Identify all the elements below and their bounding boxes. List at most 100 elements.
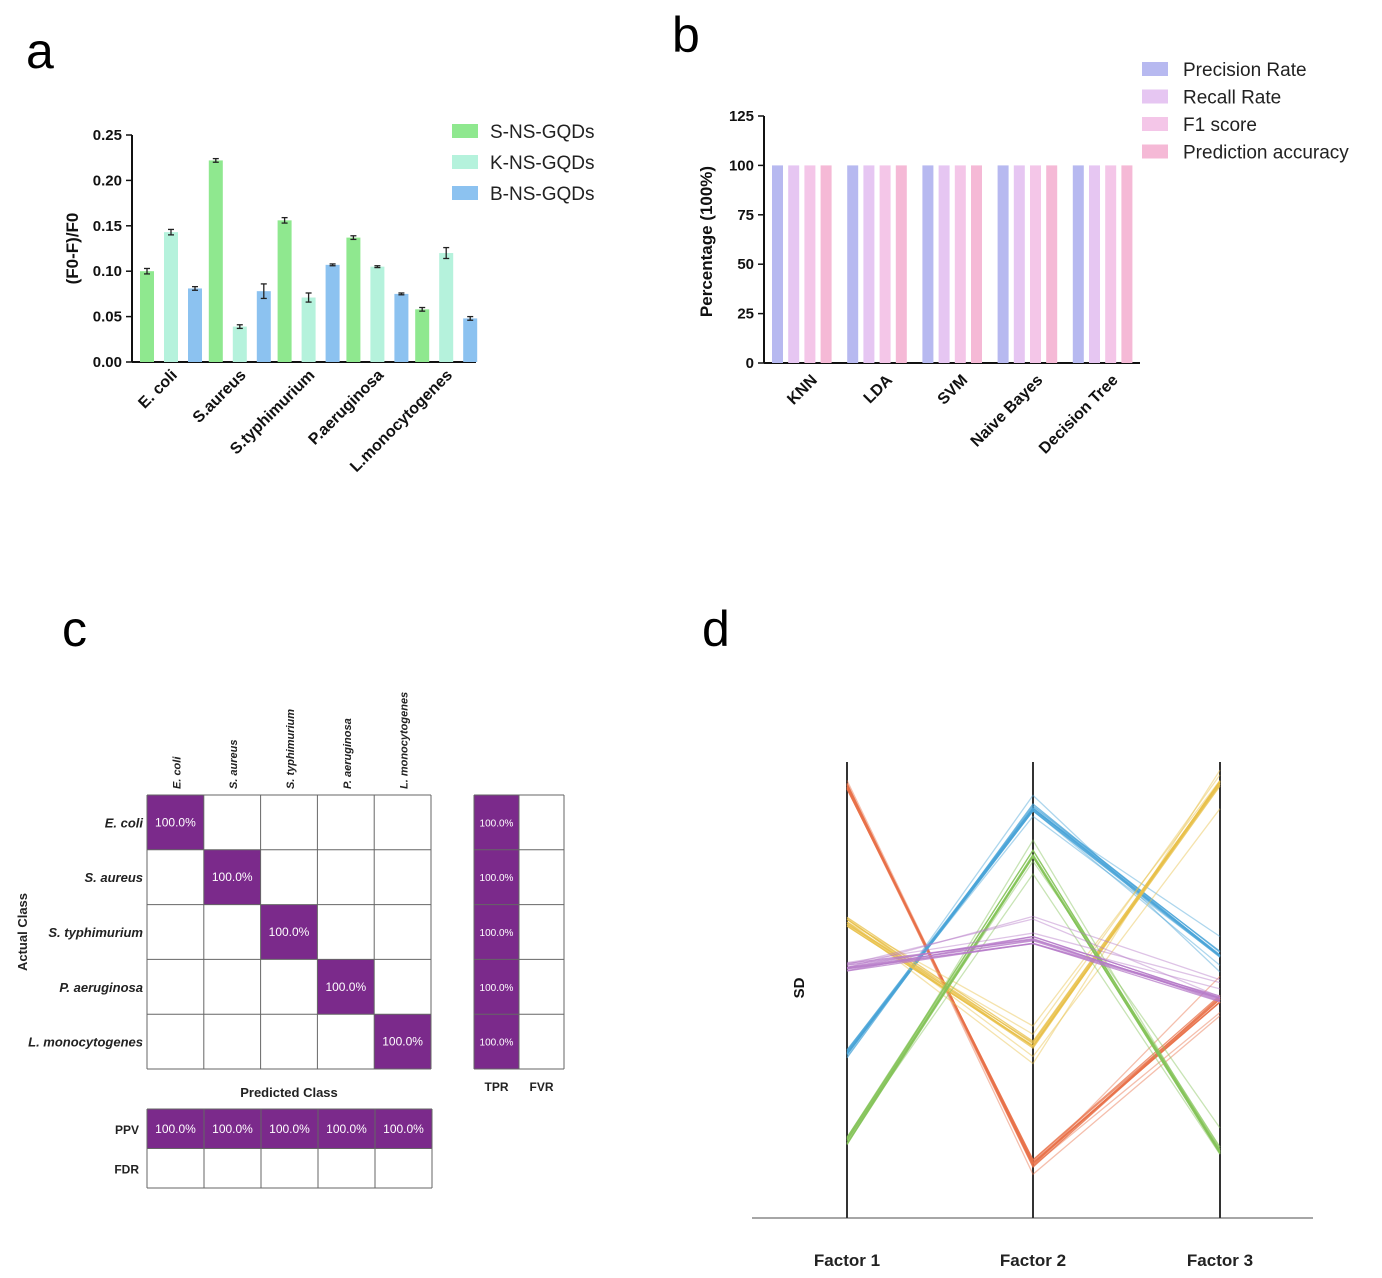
b-legend-label: F1 score — [1183, 115, 1257, 136]
b-legend-label: Prediction accuracy — [1183, 143, 1349, 164]
b-bar-Precision Rate — [997, 165, 1009, 363]
c-diagonal-value: 100.0% — [382, 1035, 423, 1049]
a-bar-S-NS-GQDs — [415, 309, 430, 362]
a-bar-S-NS-GQDs — [346, 237, 361, 362]
b-bar-Recall Rate — [1089, 165, 1100, 363]
panel-a-letter: a — [26, 23, 54, 79]
b-bar-F1 score — [879, 165, 891, 363]
d-line-S. aureus — [846, 805, 1221, 1055]
d-line-S. typhimurium — [846, 808, 1221, 1058]
a-y-tick-label: 0.15 — [93, 218, 122, 235]
c-column-label: S. aureus — [228, 739, 240, 789]
c-diagonal-cell — [147, 795, 204, 850]
c-row-label: L. monocytogenes — [28, 1035, 143, 1050]
a-bar-K-NS-GQDs — [439, 253, 454, 362]
b-bar-Recall Rate — [938, 165, 950, 363]
c-ppv-cell — [147, 1109, 204, 1149]
a-legend-label: S-NS-GQDs — [490, 122, 595, 143]
a-y-tick-label: 0.00 — [93, 354, 122, 371]
c-rate-row-label: FDR — [114, 1162, 139, 1176]
c-row-label: P. aeruginosa — [59, 980, 143, 995]
b-y-tick-label: 100 — [729, 157, 754, 174]
b-bar-Prediction accuracy — [1121, 165, 1133, 363]
b-bar-Precision Rate — [847, 165, 859, 363]
d-line-S. aureus — [846, 815, 1221, 1051]
a-bar-B-NS-GQDs — [256, 291, 271, 362]
b-legend-swatch — [1142, 89, 1168, 104]
c-column-label: L. monocytogenes — [399, 692, 411, 789]
c-y-axis-title: Actual Class — [15, 893, 30, 971]
a-bar-K-NS-GQDs — [164, 232, 178, 362]
d-line-P. aeruginosa — [846, 839, 1221, 1153]
d-line-E. coli — [846, 780, 1221, 1168]
b-bar-Prediction accuracy — [820, 165, 832, 363]
c-ppv-cell — [261, 1109, 318, 1149]
d-factor-label: Factor 1 — [814, 1251, 880, 1270]
a-bar-B-NS-GQDs — [394, 293, 409, 362]
c-tpr-cell — [474, 1014, 519, 1069]
c-x-axis-title: Predicted Class — [240, 1085, 338, 1100]
a-bar-B-NS-GQDs — [188, 288, 202, 362]
d-line-S. typhimurium — [846, 769, 1221, 1065]
a-bar-K-NS-GQDs — [301, 297, 316, 362]
c-tpr-cell — [474, 849, 519, 905]
a-y-tick-label: 0.10 — [93, 263, 122, 280]
b-bar-Prediction accuracy — [971, 165, 982, 363]
d-factor-label: Factor 2 — [1000, 1251, 1066, 1270]
b-bar-Recall Rate — [863, 165, 875, 363]
c-diagonal-cell — [260, 904, 318, 960]
c-column-label: S. typhimurium — [285, 709, 297, 789]
b-category-label: Decision Tree — [1036, 372, 1122, 458]
a-bar-S-NS-GQDs — [140, 271, 154, 362]
c-column-label: E. coli — [171, 756, 183, 789]
b-category-label: KNN — [784, 372, 821, 409]
d-line-L. monocytogenes — [846, 935, 1221, 999]
d-y-axis-title: SD — [791, 977, 808, 998]
b-y-tick-label: 50 — [737, 256, 754, 273]
a-bar-K-NS-GQDs — [232, 326, 247, 362]
a-category-label: E. coli — [135, 367, 180, 412]
a-y-axis-title: (F0-F)/F0 — [63, 213, 82, 285]
a-legend-swatch — [452, 155, 478, 169]
a-bar-B-NS-GQDs — [325, 264, 340, 362]
b-category-label: LDA — [861, 371, 897, 407]
d-line-S. typhimurium — [846, 783, 1221, 1047]
chart-b-bar: 0 25 50 75 100 125 Percentage (100%) KNN LDA SVMN… — [697, 60, 1349, 457]
d-line-S. aureus — [846, 809, 1221, 1055]
d-line-S. typhimurium — [846, 780, 1221, 1049]
a-legend-label: B-NS-GQDs — [490, 184, 595, 205]
d-line-L. monocytogenes — [846, 915, 1221, 981]
d-factor-label: Factor 3 — [1187, 1251, 1253, 1270]
d-line-L. monocytogenes — [846, 932, 1221, 984]
c-rate-row-label: PPV — [115, 1123, 139, 1137]
d-line-L. monocytogenes — [846, 918, 1221, 998]
d-line-L. monocytogenes — [846, 938, 1221, 1001]
d-line-S. aureus — [846, 794, 1221, 1057]
d-line-P. aeruginosa — [846, 853, 1221, 1155]
panel-d-letter: d — [702, 601, 730, 657]
d-line-P. aeruginosa — [846, 860, 1221, 1139]
c-tpr-cell — [474, 959, 519, 1015]
d-line-P. aeruginosa — [846, 872, 1221, 1155]
c-diagonal-value: 100.0% — [212, 870, 253, 884]
a-y-tick-label: 0.20 — [93, 172, 122, 189]
d-line-P. aeruginosa — [846, 854, 1221, 1155]
c-tpr-value: 100.0% — [480, 928, 514, 939]
b-bar-F1 score — [1105, 165, 1117, 363]
c-rate-column-label: TPR — [485, 1080, 509, 1094]
c-diagonal-value: 100.0% — [269, 925, 310, 939]
b-bar-F1 score — [954, 165, 966, 363]
a-legend-swatch — [452, 124, 478, 138]
c-tpr-value: 100.0% — [480, 983, 514, 994]
d-line-E. coli — [846, 782, 1221, 1176]
a-bar-B-NS-GQDs — [463, 318, 478, 362]
b-legend-label: Recall Rate — [1183, 88, 1281, 109]
b-bar-Precision Rate — [1072, 165, 1084, 363]
b-bar-Recall Rate — [1013, 165, 1025, 363]
b-legend-swatch — [1142, 144, 1168, 159]
c-tpr-cell — [474, 904, 519, 960]
b-bar-Prediction accuracy — [1046, 165, 1058, 363]
a-category-label: S.aureus — [190, 367, 250, 427]
d-line-L. monocytogenes — [846, 939, 1221, 990]
